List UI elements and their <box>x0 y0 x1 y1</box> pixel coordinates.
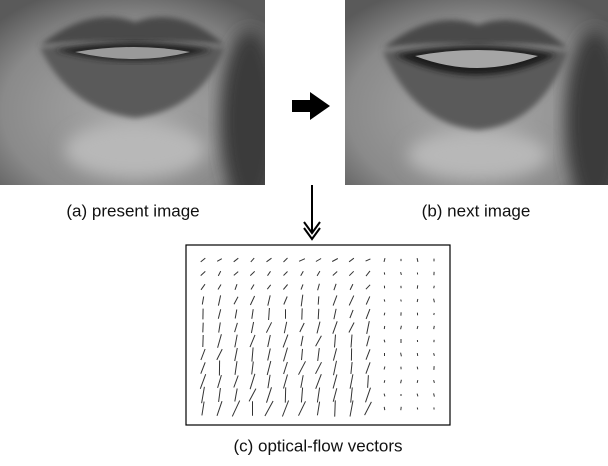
caption: (c) optical-flow vectors <box>233 436 402 455</box>
down-arrow <box>304 185 320 239</box>
flow-vector <box>335 400 336 416</box>
flow-vector <box>417 299 418 302</box>
flow-vector <box>318 296 319 304</box>
flow-vector <box>384 380 385 383</box>
flow-vector <box>384 313 385 316</box>
flow-vector <box>401 300 402 302</box>
flow-vector <box>318 309 319 319</box>
flow-vector <box>434 326 435 329</box>
right-arrow <box>292 92 330 120</box>
caption: (a) present image <box>66 201 199 220</box>
flow-vector <box>417 367 418 370</box>
flow-vector <box>434 286 435 288</box>
caption: (b) next image <box>422 201 531 220</box>
flow-vector <box>384 407 385 410</box>
next-image <box>345 0 608 210</box>
flow-vector <box>417 380 418 383</box>
flow-vector <box>384 299 385 301</box>
present-image <box>0 0 280 210</box>
